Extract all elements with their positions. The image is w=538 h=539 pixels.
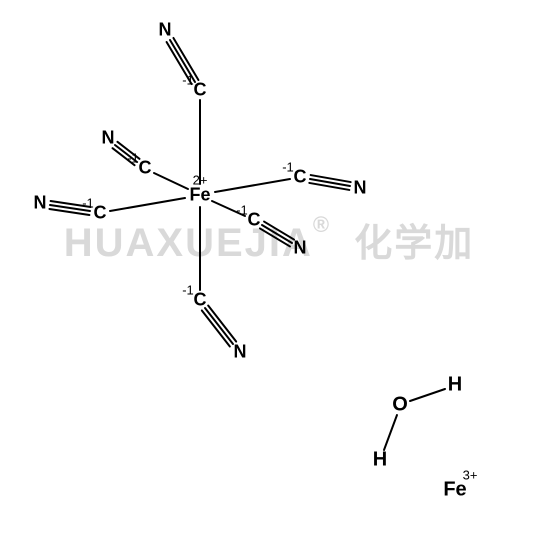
- charge-c-left: -1: [82, 196, 94, 211]
- atom-o-water: O: [392, 394, 408, 417]
- charge-c-top: -1: [182, 73, 194, 88]
- charge-c-upper-left: -1: [127, 151, 139, 166]
- atom-c-upper-left: C: [139, 158, 152, 179]
- molecule-canvas: HUAXUEJIA® 化学加 Fe 2+ C-1NC-1NC-1NC-1NC-1…: [0, 0, 538, 539]
- atom-c-bottom: C: [194, 290, 207, 311]
- atom-c-lower-right: C: [248, 210, 261, 231]
- atom-n-left: N: [34, 193, 47, 214]
- atom-c-left: C: [94, 203, 107, 224]
- bond-layer: [0, 0, 538, 539]
- atom-c-right: C: [294, 167, 307, 188]
- atom-n-top: N: [159, 20, 172, 41]
- charge-c-bottom: -1: [182, 283, 194, 298]
- atom-n-lower-right: N: [294, 238, 307, 259]
- atom-h1-water: H: [448, 374, 462, 397]
- charge-c-lower-right: -1: [236, 203, 248, 218]
- atom-n-right: N: [354, 178, 367, 199]
- fe-symbol: Fe: [189, 185, 210, 205]
- charge-fe-center: 2+: [193, 173, 208, 188]
- charge-c-right: -1: [282, 160, 294, 175]
- atom-fe-center: Fe: [189, 185, 210, 206]
- charge-fe3: 3+: [463, 468, 478, 483]
- atom-h2-water: H: [373, 449, 387, 472]
- atom-n-bottom: N: [234, 342, 247, 363]
- atom-n-upper-left: N: [102, 128, 115, 149]
- atom-c-top: C: [194, 80, 207, 101]
